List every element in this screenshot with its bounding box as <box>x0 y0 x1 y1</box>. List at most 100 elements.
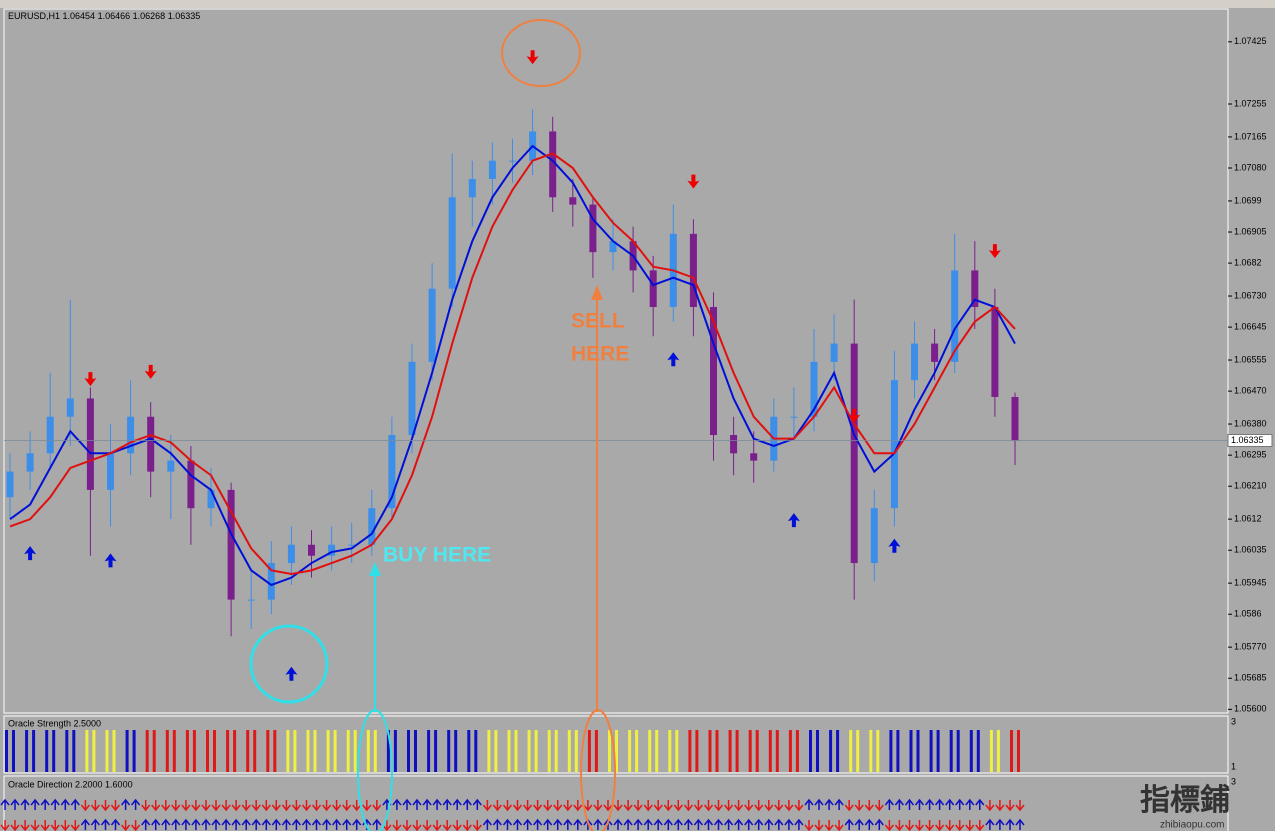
y-tick-label: 1.07080 <box>1234 162 1267 172</box>
candle-body <box>247 599 255 601</box>
direction-arrow <box>894 820 904 831</box>
strength-bar <box>326 730 330 772</box>
direction-arrow <box>573 818 583 830</box>
strength-bar <box>909 730 913 772</box>
strength-bar <box>246 730 250 772</box>
candle-body <box>911 343 918 381</box>
strength-bar <box>407 730 410 772</box>
direction-arrow <box>332 818 342 830</box>
strength-bar <box>547 730 551 772</box>
direction-arrow <box>422 798 432 810</box>
direction-arrow <box>372 818 382 830</box>
y-tick-label: 1.05770 <box>1234 642 1267 652</box>
strength-bar <box>695 730 699 772</box>
direction-arrow <box>804 820 814 831</box>
strength-bar <box>936 730 940 772</box>
strength-bar <box>105 730 109 772</box>
direction-arrow <box>784 800 794 812</box>
direction-arrow <box>171 800 181 812</box>
strength-bar <box>172 730 176 772</box>
direction-arrow <box>553 800 563 812</box>
strength-bar <box>655 730 659 772</box>
direction-arrow <box>211 818 221 830</box>
y-tick-label: 1.06035 <box>1234 545 1267 555</box>
strength-bar <box>467 730 471 772</box>
direction-arrow <box>402 820 412 831</box>
direction-arrow <box>462 798 472 810</box>
direction-arrow <box>201 800 211 812</box>
direction-arrow <box>502 818 513 830</box>
direction-arrow <box>121 820 131 831</box>
strength-bar <box>185 730 189 772</box>
direction-arrow <box>814 820 824 831</box>
direction-arrow <box>935 820 945 831</box>
strength-bar <box>165 730 169 772</box>
direction-arrow <box>482 800 492 812</box>
direction-arrow <box>492 818 502 830</box>
direction-arrow <box>844 818 854 830</box>
strength-bar <box>594 730 598 772</box>
strength-bar <box>788 730 792 772</box>
direction-arrow <box>744 800 754 812</box>
candle-body <box>107 453 114 490</box>
direction-arrow <box>583 800 593 812</box>
direction-arrow <box>332 800 342 812</box>
y-tick-label: 1.0699 <box>1234 195 1262 205</box>
direction-arrow <box>734 800 744 812</box>
strength-bar <box>949 730 953 772</box>
direction-arrow <box>663 800 673 812</box>
strength-bar <box>567 730 571 772</box>
candle-body <box>569 197 577 205</box>
direction-arrow <box>60 820 70 831</box>
y-tick-label: 1.06380 <box>1234 418 1267 428</box>
strength-bar <box>735 730 739 772</box>
candle-body <box>810 361 818 417</box>
buy-pointer-head <box>369 562 381 576</box>
strength-bar <box>976 730 980 772</box>
strength-bar <box>587 730 591 772</box>
direction-arrow <box>543 818 553 830</box>
candle-body <box>649 270 657 308</box>
strength-bar <box>85 730 89 772</box>
direction-arrow <box>422 820 432 831</box>
direction-arrow <box>50 820 60 831</box>
strength-bar <box>25 730 29 772</box>
candle-body <box>26 453 34 472</box>
strength-bar <box>574 730 578 772</box>
direction-arrow <box>784 818 794 830</box>
y-tick-label: 1.0586 <box>1234 609 1262 619</box>
strength-bar <box>454 730 458 772</box>
candle-body <box>951 270 959 362</box>
direction-arrow <box>301 818 312 830</box>
direction-arrow <box>271 818 281 830</box>
sell-arrow <box>988 244 1001 259</box>
strength-bar <box>829 730 833 772</box>
strength-bar <box>896 730 900 772</box>
strength-bar <box>306 730 310 772</box>
toolbar <box>0 0 1275 8</box>
direction-arrow <box>161 800 171 812</box>
candle-body <box>408 361 416 436</box>
strength-bar <box>615 730 618 772</box>
direction-arrow <box>533 800 543 812</box>
strength-bar <box>427 730 431 772</box>
candle-body <box>971 270 979 308</box>
direction-arrow <box>512 818 523 830</box>
strength-bar <box>889 730 893 772</box>
direction-arrow <box>844 800 854 812</box>
direction-arrow <box>452 820 462 831</box>
direction-arrow <box>563 800 573 812</box>
strength-bar <box>816 730 819 772</box>
candle-body <box>890 380 898 509</box>
direction-arrow <box>914 820 925 831</box>
direction-arrow <box>281 818 291 830</box>
direction-arrow <box>322 800 332 812</box>
direction-arrow <box>382 820 392 831</box>
direction-arrow <box>683 818 693 830</box>
direction-arrow <box>834 820 844 831</box>
direction-arrow <box>70 798 80 810</box>
direction-arrow <box>90 800 100 812</box>
direction-arrow <box>392 798 402 810</box>
direction-arrow <box>945 820 955 831</box>
